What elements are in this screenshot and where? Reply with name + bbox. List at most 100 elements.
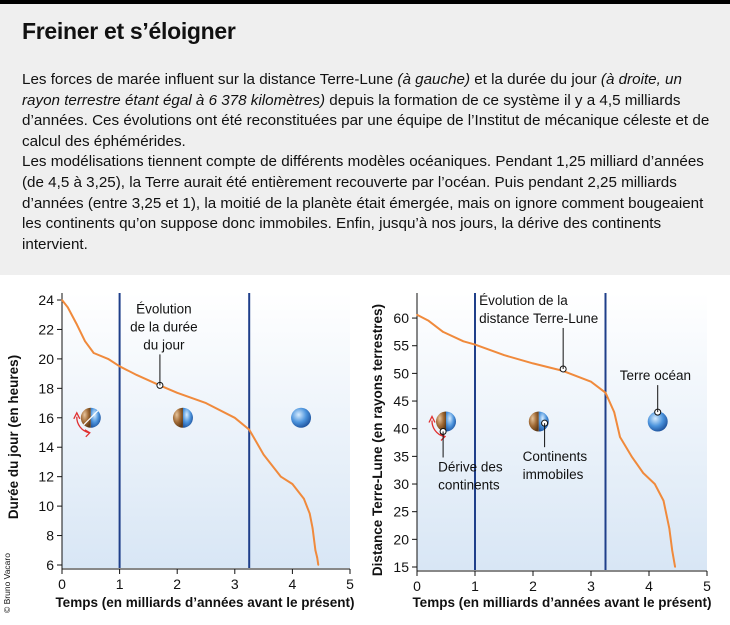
x-tick-label: 0 [413, 578, 421, 594]
data-point [234, 416, 236, 419]
x-tick-label: 2 [529, 578, 537, 594]
y-tick-label: 22 [38, 321, 54, 337]
rotation-arrowhead-icon [428, 415, 436, 423]
data-point [92, 352, 95, 354]
data-point [642, 472, 644, 474]
data-point [118, 365, 121, 368]
y-tick-label: 25 [393, 504, 409, 520]
y-tick-label: 45 [393, 393, 409, 409]
annotation-label: de la durée [130, 319, 198, 334]
page-title: Freiner et s’éloigner [22, 18, 236, 44]
rotation-arrowhead-icon [73, 411, 81, 420]
annotation-label: distance Terre-Lune [479, 311, 598, 326]
y-axis-label: Durée du jour (en heures) [6, 355, 21, 519]
header-box: Freiner et s’éloigner Les forces de maré… [0, 4, 730, 275]
data-point [61, 299, 63, 301]
intro-italic-1: (à gauche) [397, 71, 471, 88]
data-point [66, 306, 69, 309]
y-tick-label: 24 [38, 292, 54, 308]
data-point [280, 475, 282, 478]
y-tick-label: 30 [393, 476, 409, 492]
x-tick-label: 4 [645, 578, 653, 594]
intro-part-1: Les forces de marée influent sur la dist… [22, 71, 398, 88]
annotation-label: Évolution de la [479, 293, 568, 308]
data-point [613, 411, 615, 413]
data-point [462, 340, 465, 343]
y-tick-label: 55 [393, 338, 409, 354]
annotation-label: continents [438, 477, 500, 492]
earth-land-half [436, 411, 446, 432]
data-point [308, 512, 311, 515]
y-tick-label: 35 [393, 448, 409, 464]
intro-part-3: depuis la formation de ce système il y a… [22, 91, 710, 150]
y-tick-label: 60 [393, 310, 409, 326]
x-tick-label: 5 [346, 576, 354, 592]
earth-land-half [80, 407, 91, 428]
y-tick-label: 8 [46, 528, 54, 544]
annotation-label: du jour [143, 337, 185, 352]
data-point [84, 340, 86, 343]
x-axis-label: Temps (en milliards d’années avant le pr… [55, 595, 354, 610]
data-point [291, 483, 294, 485]
earth-land-half [528, 411, 539, 432]
intro-part-2: et la durée du jour [470, 71, 601, 88]
plot-background [417, 293, 707, 570]
data-series-line [61, 299, 320, 566]
data-point [262, 453, 265, 456]
earth-ocean-disc [291, 407, 312, 428]
earth-ocean-disc [647, 411, 668, 432]
y-tick-label: 20 [393, 531, 409, 547]
data-point [75, 322, 78, 325]
y-tick-label: 40 [393, 421, 409, 437]
earth-tilt-line [83, 410, 99, 426]
annotation-label: immobiles [523, 467, 584, 482]
rotation-arrowhead-icon [84, 429, 91, 438]
annotation-label: Terre océan [620, 368, 691, 383]
data-point [654, 483, 656, 485]
half-land-earth-icon [428, 411, 457, 441]
top-rule [0, 0, 730, 4]
data-point [532, 362, 534, 365]
data-point [630, 455, 633, 458]
y-tick-label: 14 [38, 439, 54, 455]
data-point [474, 343, 476, 346]
intro-paragraph-1: Les forces de marée influent sur la dist… [22, 70, 712, 152]
ocean-earth-icon [291, 407, 312, 428]
x-tick-label: 5 [703, 578, 711, 594]
ocean-earth-icon [647, 411, 668, 432]
earth-ocean-half [446, 411, 457, 432]
data-point [604, 391, 607, 394]
y-tick-label: 16 [38, 410, 54, 426]
y-tick-label: 12 [38, 469, 54, 485]
data-point [619, 436, 621, 438]
x-tick-label: 4 [289, 576, 297, 592]
intro-text: Les forces de marée influent sur la dist… [22, 70, 712, 255]
data-point [311, 527, 314, 529]
data-point [317, 564, 320, 566]
intro-italic-2: (à droite, un rayon terrestre étant égal… [22, 71, 682, 109]
data-point [314, 549, 317, 552]
x-tick-label: 1 [116, 576, 124, 592]
data-point [503, 354, 505, 356]
x-tick-label: 3 [587, 578, 595, 594]
intro-paragraph-2: Les modélisations tiennent compte de dif… [22, 153, 704, 253]
x-tick-label: 1 [471, 578, 479, 594]
x-tick-label: 3 [231, 576, 239, 592]
annotation-label: Évolution [136, 301, 192, 316]
y-tick-label: 20 [38, 351, 54, 367]
y-tick-label: 10 [38, 498, 54, 514]
data-point [248, 428, 250, 431]
data-point [662, 499, 665, 502]
rotation-arrow-icon [76, 416, 90, 434]
y-axis-label: Distance Terre-Lune (en rayons terrestre… [370, 304, 385, 576]
data-point [427, 320, 430, 322]
data-point [136, 374, 138, 376]
x-tick-label: 0 [58, 576, 66, 592]
x-tick-label: 2 [173, 576, 181, 592]
annotation-label: Continents [523, 449, 588, 464]
data-point [176, 391, 178, 394]
data-point [416, 313, 418, 316]
earth-ocean-half [182, 407, 193, 428]
